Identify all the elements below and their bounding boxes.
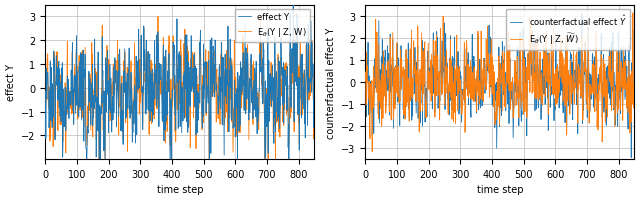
effect Y bbox=[71, 91, 79, 93]
counterfactual effect $\hat{Y}$ bbox=[362, 79, 369, 81]
$\mathrm{E}_\theta$(Y | Z, W) bbox=[154, 16, 162, 18]
effect Y bbox=[309, 63, 317, 66]
counterfactual effect $\hat{Y}$ bbox=[573, 64, 580, 66]
Y-axis label: effect Y: effect Y bbox=[6, 64, 15, 101]
counterfactual effect $\hat{Y}$ bbox=[522, 57, 529, 60]
$\mathrm{E}_\theta$(Y | Z, W) bbox=[42, 118, 49, 120]
$\mathrm{E}_\theta$(Y | Z, $\widetilde{W}$) bbox=[362, 72, 369, 74]
X-axis label: time step: time step bbox=[477, 185, 523, 194]
counterfactual effect $\hat{Y}$ bbox=[629, 29, 637, 31]
$\mathrm{E}_\theta$(Y | Z, $\widetilde{W}$) bbox=[630, 84, 638, 86]
$\mathrm{E}_\theta$(Y | Z, W) bbox=[310, 102, 318, 105]
Legend: counterfactual effect $\hat{Y}$, $\mathrm{E}_\theta$(Y | Z, $\widetilde{W}$): counterfactual effect $\hat{Y}$, $\mathr… bbox=[506, 10, 630, 50]
$\mathrm{E}_\theta$(Y | Z, $\widetilde{W}$) bbox=[391, 108, 399, 110]
Y-axis label: counterfactual effect Y: counterfactual effect Y bbox=[326, 27, 335, 138]
effect Y bbox=[187, 67, 195, 70]
counterfactual effect $\hat{Y}$ bbox=[627, 156, 635, 159]
effect Y bbox=[210, 83, 218, 85]
$\mathrm{E}_\theta$(Y | Z, $\widetilde{W}$) bbox=[522, 91, 530, 93]
$\mathrm{E}_\theta$(Y | Z, W) bbox=[309, 70, 317, 72]
$\mathrm{E}_\theta$(Y | Z, $\widetilde{W}$) bbox=[629, 13, 637, 15]
counterfactual effect $\hat{Y}$ bbox=[530, 59, 538, 62]
Line: counterfactual effect $\hat{Y}$: counterfactual effect $\hat{Y}$ bbox=[365, 14, 634, 158]
effect Y bbox=[202, 63, 209, 65]
counterfactual effect $\hat{Y}$ bbox=[578, 13, 586, 16]
effect Y bbox=[261, 176, 269, 178]
effect Y bbox=[42, 108, 49, 111]
effect Y bbox=[310, 63, 318, 66]
$\mathrm{E}_\theta$(Y | Z, $\widetilde{W}$) bbox=[530, 91, 538, 93]
$\mathrm{E}_\theta$(Y | Z, $\widetilde{W}$) bbox=[573, 93, 581, 95]
effect Y bbox=[253, 87, 260, 90]
counterfactual effect $\hat{Y}$ bbox=[391, 94, 399, 96]
$\mathrm{E}_\theta$(Y | Z, $\widetilde{W}$) bbox=[369, 151, 376, 153]
$\mathrm{E}_\theta$(Y | Z, $\widetilde{W}$) bbox=[628, 84, 636, 87]
$\mathrm{E}_\theta$(Y | Z, W) bbox=[97, 176, 104, 179]
Line: effect Y: effect Y bbox=[45, 1, 314, 177]
effect Y bbox=[289, 0, 297, 3]
$\mathrm{E}_\theta$(Y | Z, W) bbox=[71, 74, 79, 76]
Legend: effect Y, $\mathrm{E}_\theta$(Y | Z, W): effect Y, $\mathrm{E}_\theta$(Y | Z, W) bbox=[235, 10, 310, 42]
$\mathrm{E}_\theta$(Y | Z, W) bbox=[202, 115, 210, 117]
Line: $\mathrm{E}_\theta$(Y | Z, $\widetilde{W}$): $\mathrm{E}_\theta$(Y | Z, $\widetilde{W… bbox=[365, 14, 634, 152]
$\mathrm{E}_\theta$(Y | Z, W) bbox=[211, 76, 218, 79]
$\mathrm{E}_\theta$(Y | Z, $\widetilde{W}$) bbox=[508, 81, 515, 84]
$\mathrm{E}_\theta$(Y | Z, W) bbox=[188, 78, 195, 81]
X-axis label: time step: time step bbox=[157, 185, 203, 194]
counterfactual effect $\hat{Y}$ bbox=[630, 82, 638, 85]
counterfactual effect $\hat{Y}$ bbox=[507, 91, 515, 93]
Line: $\mathrm{E}_\theta$(Y | Z, W): $\mathrm{E}_\theta$(Y | Z, W) bbox=[45, 17, 314, 177]
$\mathrm{E}_\theta$(Y | Z, W) bbox=[253, 92, 261, 94]
